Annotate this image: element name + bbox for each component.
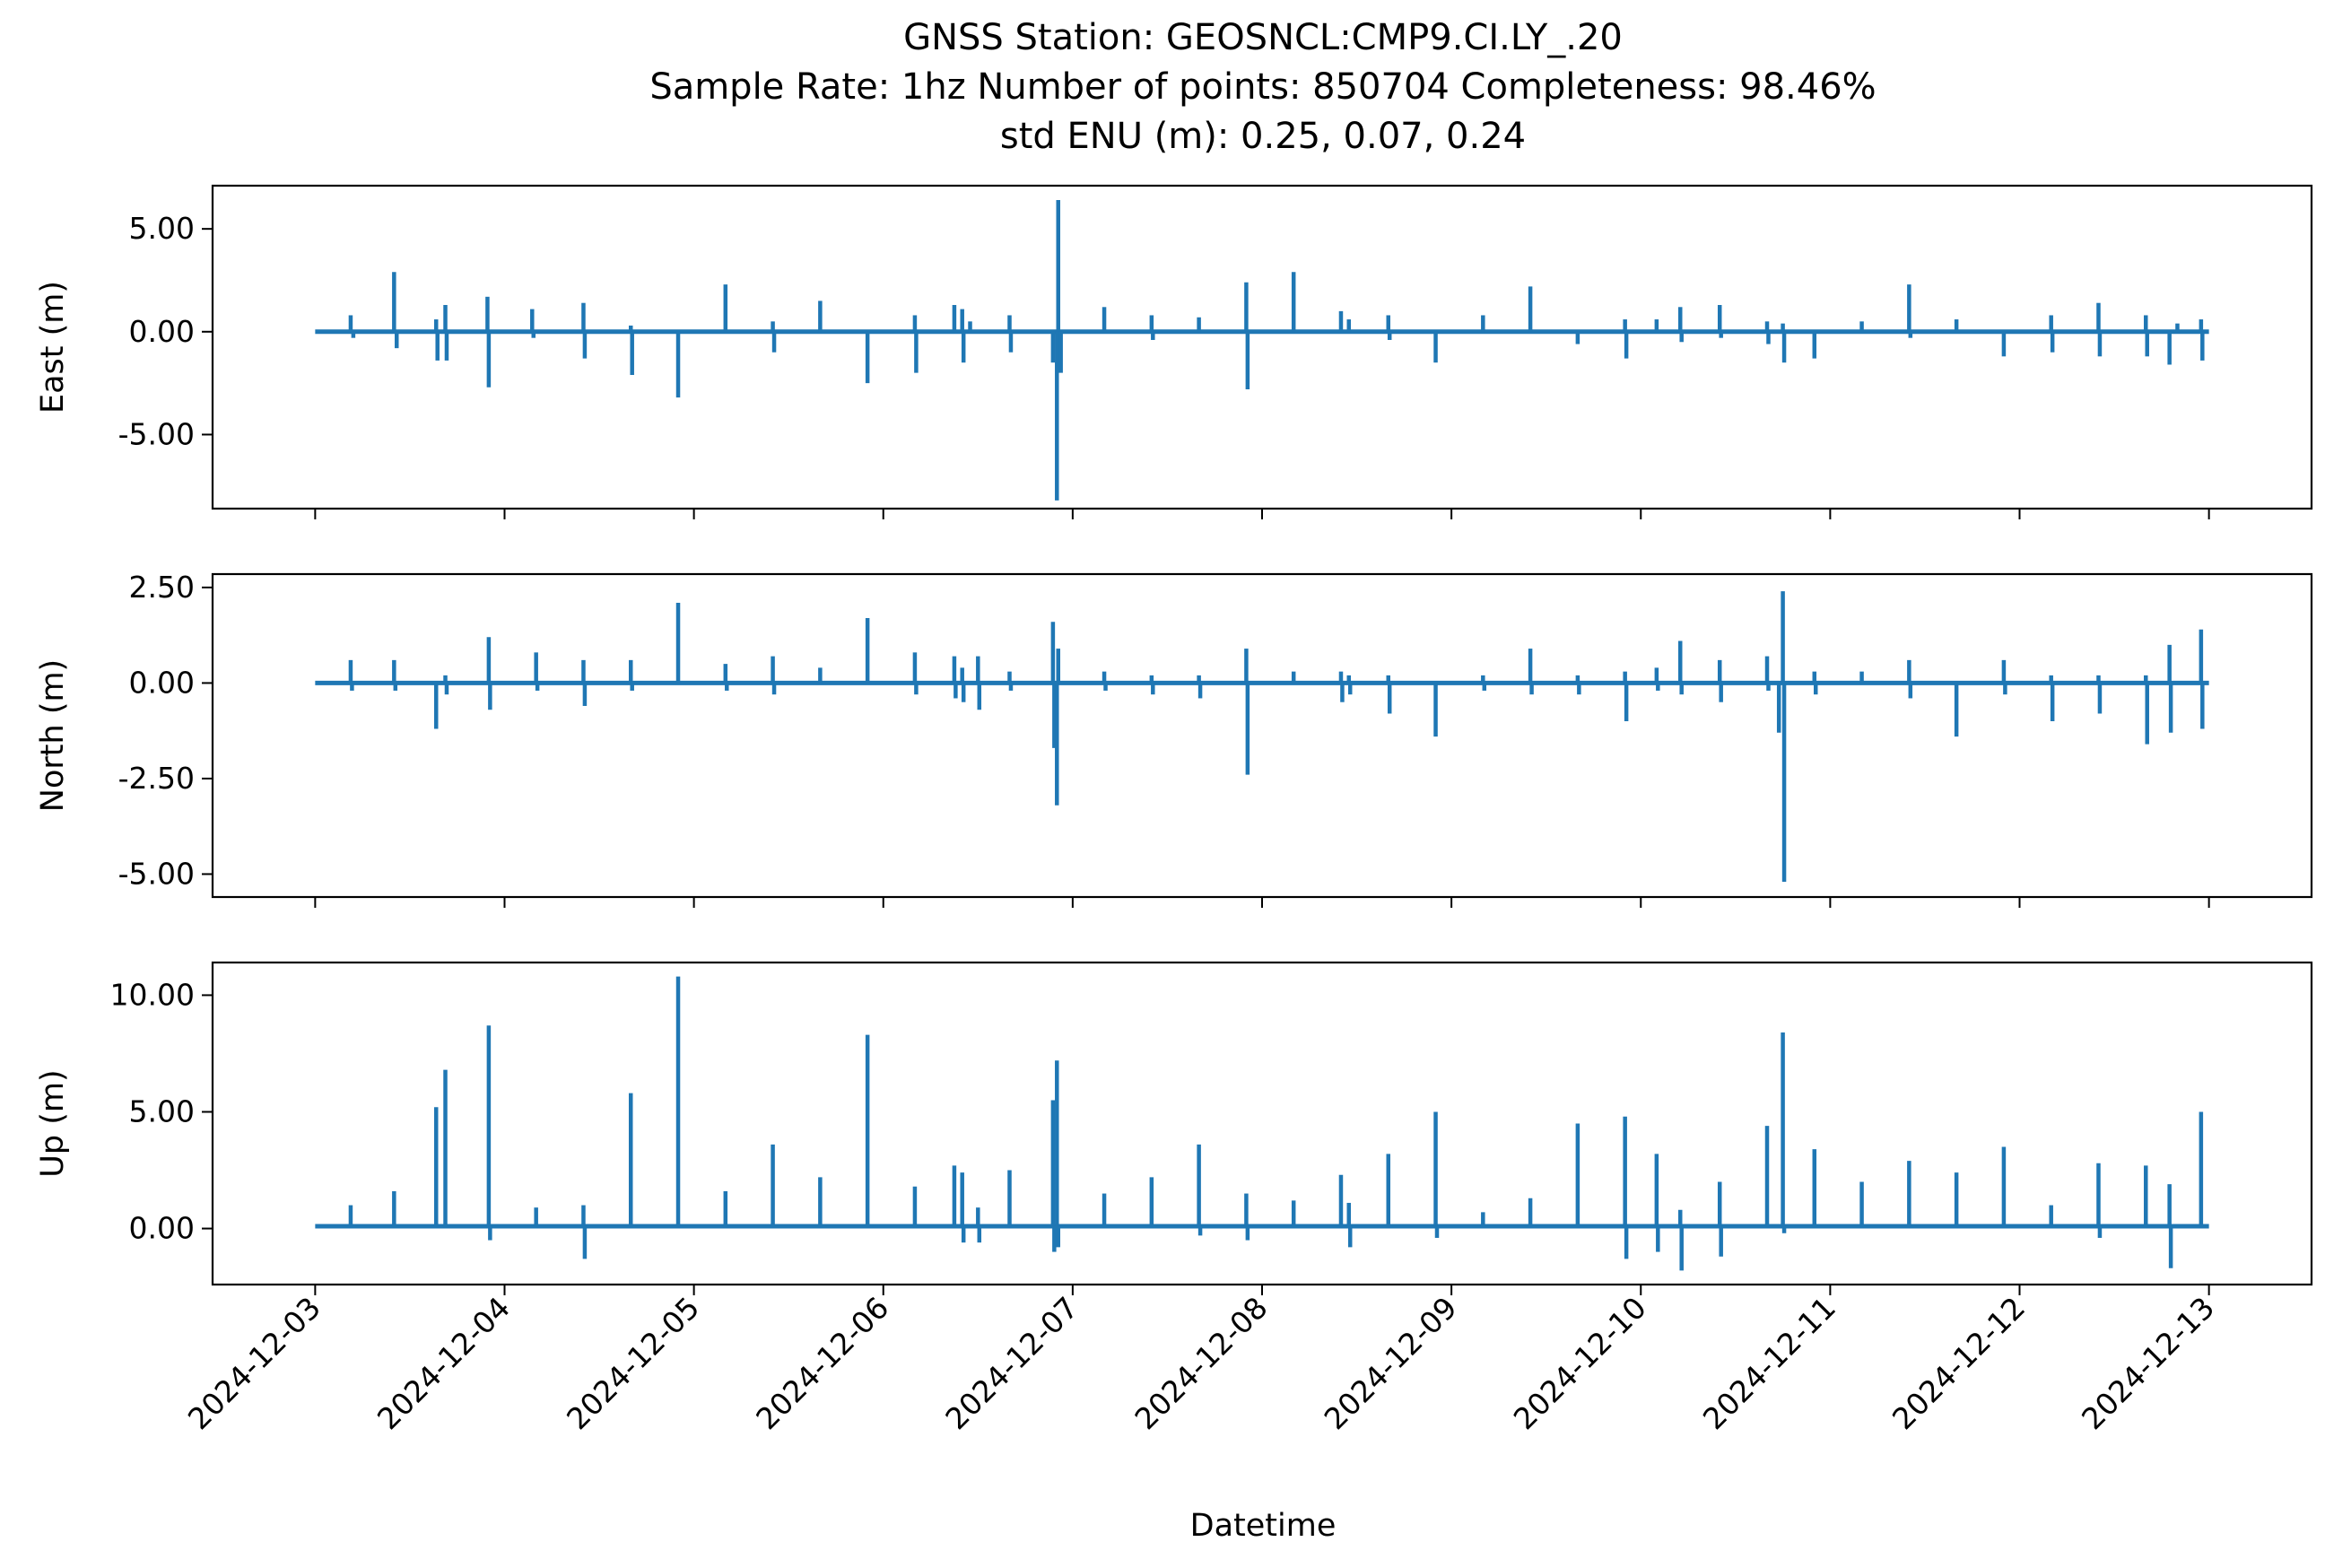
y-axis-label: Up (m)	[35, 1069, 71, 1177]
y-tick-label: 2.50	[129, 570, 195, 605]
y-tick-label: -5.00	[118, 416, 195, 451]
y-axis-label: North (m)	[35, 659, 71, 812]
subplot-1: 5.00 0.00 -5.00 East (m)	[35, 184, 2313, 519]
y-tick-label: 5.00	[129, 1093, 195, 1128]
y-tick-label: -5.00	[118, 856, 195, 891]
y-tick-label: 5.00	[129, 211, 195, 246]
subplot-2: 2.50 0.00 -2.50 -5.00 North (m)	[35, 570, 2313, 908]
chart-title-line-3: std ENU (m): 0.25, 0.07, 0.24	[1000, 116, 1526, 157]
y-tick-label: 0.00	[129, 1211, 195, 1246]
chart-title-line-2: Sample Rate: 1hz Number of points: 85070…	[649, 66, 1876, 108]
y-tick-label: 0.00	[129, 665, 195, 700]
y-tick-label: 0.00	[129, 314, 195, 349]
chart-title-line-1: GNSS Station: GEOSNCL:CMP9.CI.LY_.20	[903, 17, 1623, 58]
x-axis-label: Datetime	[1190, 1508, 1337, 1544]
y-tick-label: -2.50	[118, 761, 195, 796]
y-tick-label: 10.00	[110, 977, 195, 1012]
y-axis-label: East (m)	[35, 281, 71, 414]
